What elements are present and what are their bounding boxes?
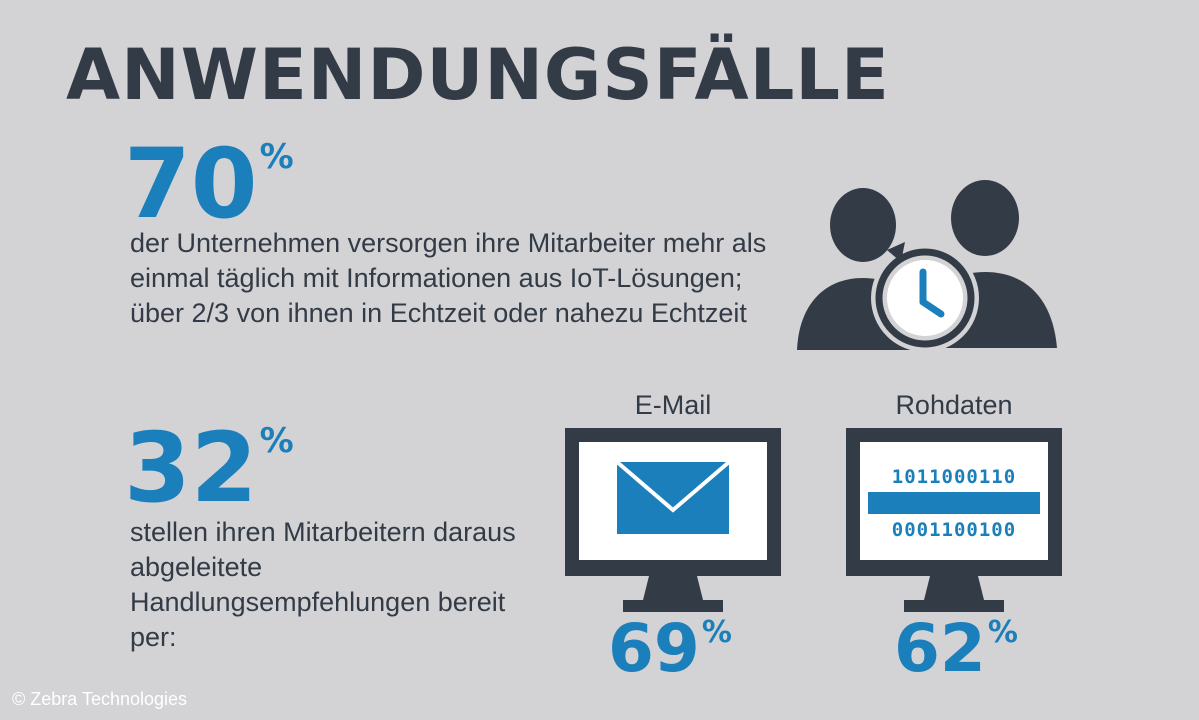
- monitor-binary-icon: 1011000110 0001100100: [846, 428, 1062, 612]
- channel-rawdata-percent: 62%: [894, 616, 1018, 682]
- stat-70-description: der Unternehmen versorgen ihre Mitarbeit…: [130, 228, 767, 328]
- binary-bar: [868, 492, 1040, 514]
- channel-value: 69: [608, 610, 700, 687]
- binary-line-2: 0001100100: [892, 519, 1016, 541]
- page-title: ANWENDUNGSFÄLLE: [66, 34, 890, 116]
- stat-unit: %: [259, 421, 294, 461]
- stat-32-description: stellen ihren Mitarbeitern daraus abgele…: [130, 517, 516, 652]
- channel-value: 62: [894, 610, 986, 687]
- stat-value: 70: [124, 128, 258, 240]
- stat-70-percent: 70%: [124, 136, 294, 232]
- stat-value: 32: [124, 412, 258, 524]
- monitor-envelope-icon: [565, 428, 781, 612]
- channel-email-percent: 69%: [608, 616, 732, 682]
- stat-32-percent: 32%: [124, 420, 294, 516]
- channel-email-label: E-Mail: [634, 390, 712, 420]
- channel-unit: %: [701, 615, 732, 650]
- channel-unit: %: [987, 615, 1018, 650]
- binary-line-1: 1011000110: [892, 466, 1016, 488]
- copyright-credit: © Zebra Technologies: [12, 689, 188, 709]
- people-clock-icon: [797, 180, 1057, 352]
- channel-rawdata-label: Rohdaten: [895, 390, 1013, 420]
- stat-unit: %: [259, 137, 294, 177]
